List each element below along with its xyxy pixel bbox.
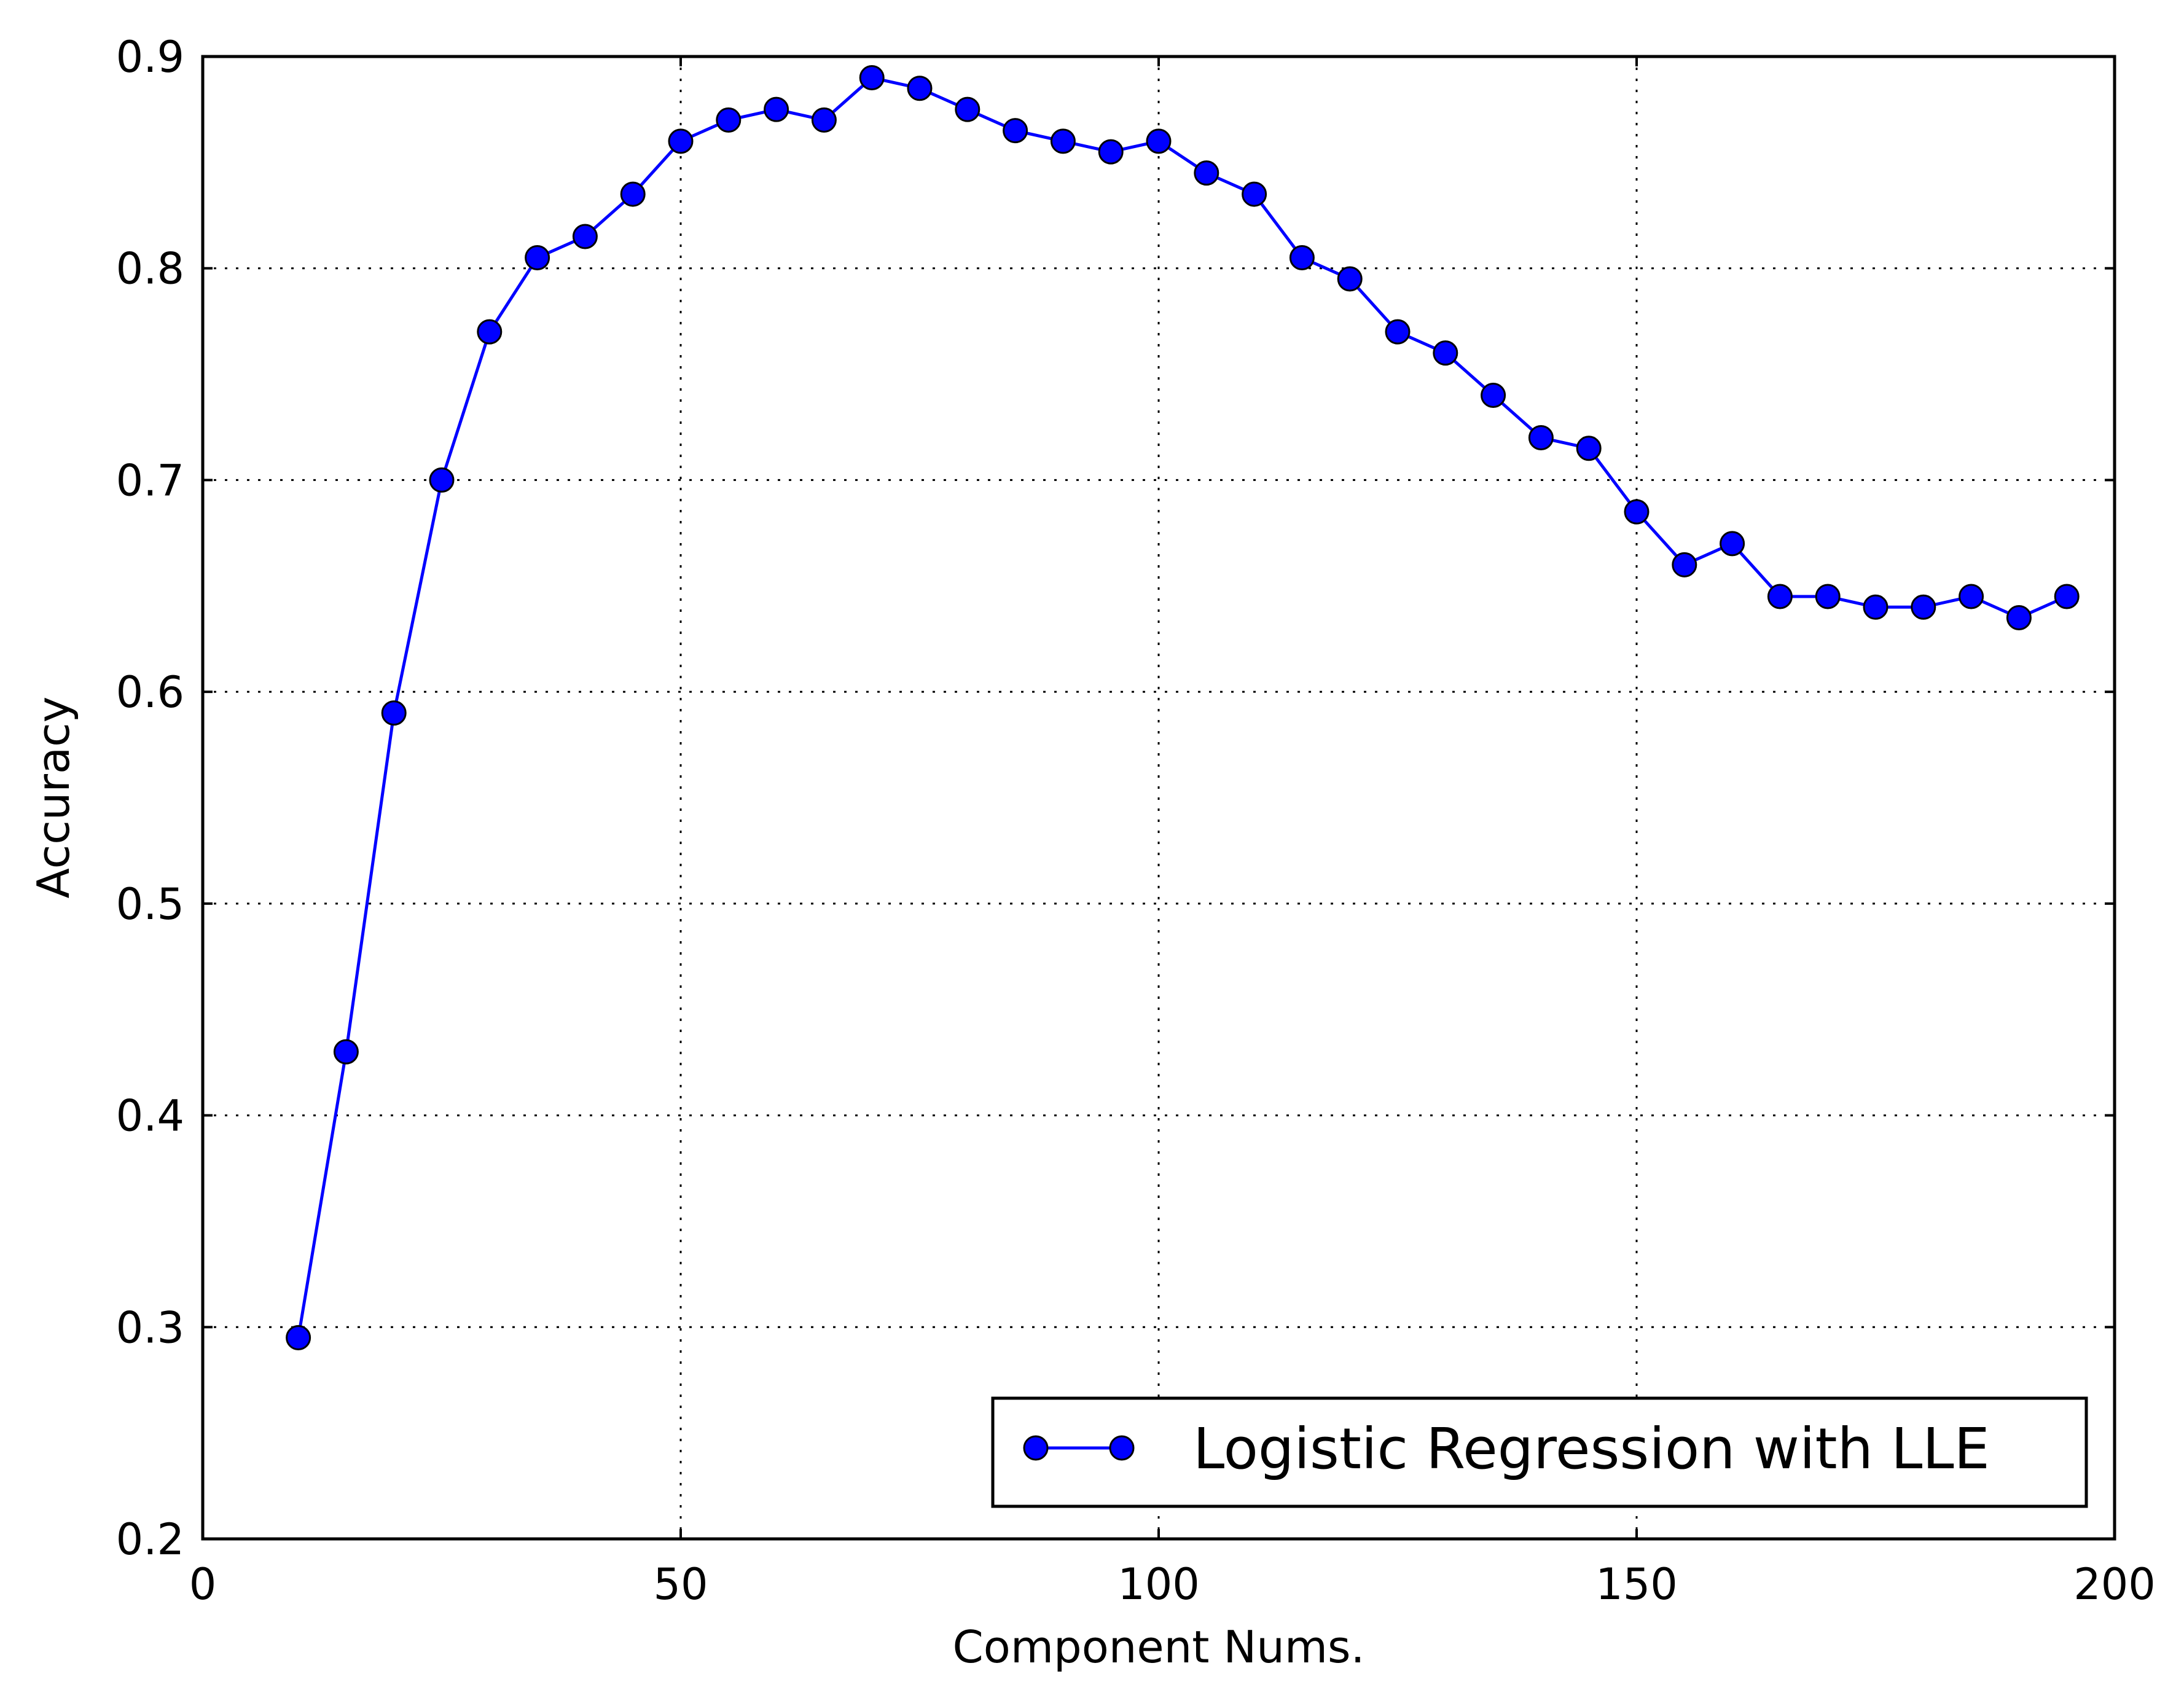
data-point xyxy=(1863,594,1888,620)
data-point xyxy=(1481,383,1506,409)
data-point xyxy=(1576,436,1602,461)
data-point xyxy=(286,1325,311,1351)
data-point xyxy=(1815,584,1841,609)
data-point xyxy=(429,467,455,493)
y-axis-label: Accuracy xyxy=(28,697,79,899)
data-point xyxy=(1528,424,1554,450)
legend-box xyxy=(991,1396,2088,1508)
legend-marker xyxy=(1023,1435,1049,1461)
y-tick-label: 0.8 xyxy=(116,244,184,294)
tick-labels: 0 50 100 150 200 0.2 0.3 0.4 0.5 0.6 0.7 0.8 0.9 xyxy=(116,32,2156,1610)
x-tick-label: 50 xyxy=(653,1559,708,1610)
x-axis-label: Component Nums. xyxy=(953,1621,1365,1673)
data-point xyxy=(811,107,837,133)
data-point xyxy=(1003,118,1028,144)
y-tick-label: 0.9 xyxy=(116,32,184,82)
data-point xyxy=(668,128,694,154)
data-point xyxy=(859,65,885,90)
data-point xyxy=(572,224,598,249)
y-tick-label: 0.3 xyxy=(116,1302,184,1353)
x-tick-label: 200 xyxy=(2073,1559,2156,1610)
data-point xyxy=(2006,604,2032,630)
series-layer xyxy=(286,65,2080,1351)
data-point xyxy=(1242,181,1267,207)
data-point xyxy=(1720,531,1745,557)
x-tick-label: 0 xyxy=(189,1559,217,1610)
data-point xyxy=(955,96,980,122)
data-point xyxy=(1767,584,1793,609)
data-point xyxy=(1337,266,1363,292)
data-point xyxy=(333,1039,359,1065)
legend: Logistic Regression with LLE xyxy=(991,1396,2088,1508)
y-tick-label: 0.6 xyxy=(116,667,184,718)
data-point xyxy=(1050,128,1076,154)
y-tick-label: 0.5 xyxy=(116,879,184,929)
grid-lines xyxy=(203,57,2115,1539)
data-point xyxy=(1911,594,1936,620)
data-point xyxy=(1433,340,1458,366)
data-point xyxy=(1289,245,1315,270)
x-tick-label: 150 xyxy=(1595,1559,1678,1610)
data-point xyxy=(620,181,646,207)
data-point xyxy=(1194,160,1219,186)
data-point xyxy=(525,245,550,270)
legend-label: Logistic Regression with LLE xyxy=(1193,1416,1990,1482)
data-point xyxy=(477,319,503,345)
data-point xyxy=(716,107,742,133)
legend-marker xyxy=(1109,1435,1135,1461)
data-point xyxy=(381,700,407,726)
data-point xyxy=(764,96,789,122)
data-point xyxy=(2054,584,2080,609)
data-point xyxy=(907,76,933,101)
x-tick-label: 100 xyxy=(1117,1559,1200,1610)
data-point xyxy=(1672,552,1697,577)
data-point xyxy=(1385,319,1411,345)
data-point xyxy=(1098,139,1124,165)
data-point xyxy=(1624,499,1650,525)
y-tick-label: 0.2 xyxy=(116,1514,184,1565)
data-point xyxy=(1146,128,1172,154)
data-point xyxy=(1959,584,1984,609)
y-tick-label: 0.4 xyxy=(116,1091,184,1141)
y-tick-label: 0.7 xyxy=(116,455,184,506)
